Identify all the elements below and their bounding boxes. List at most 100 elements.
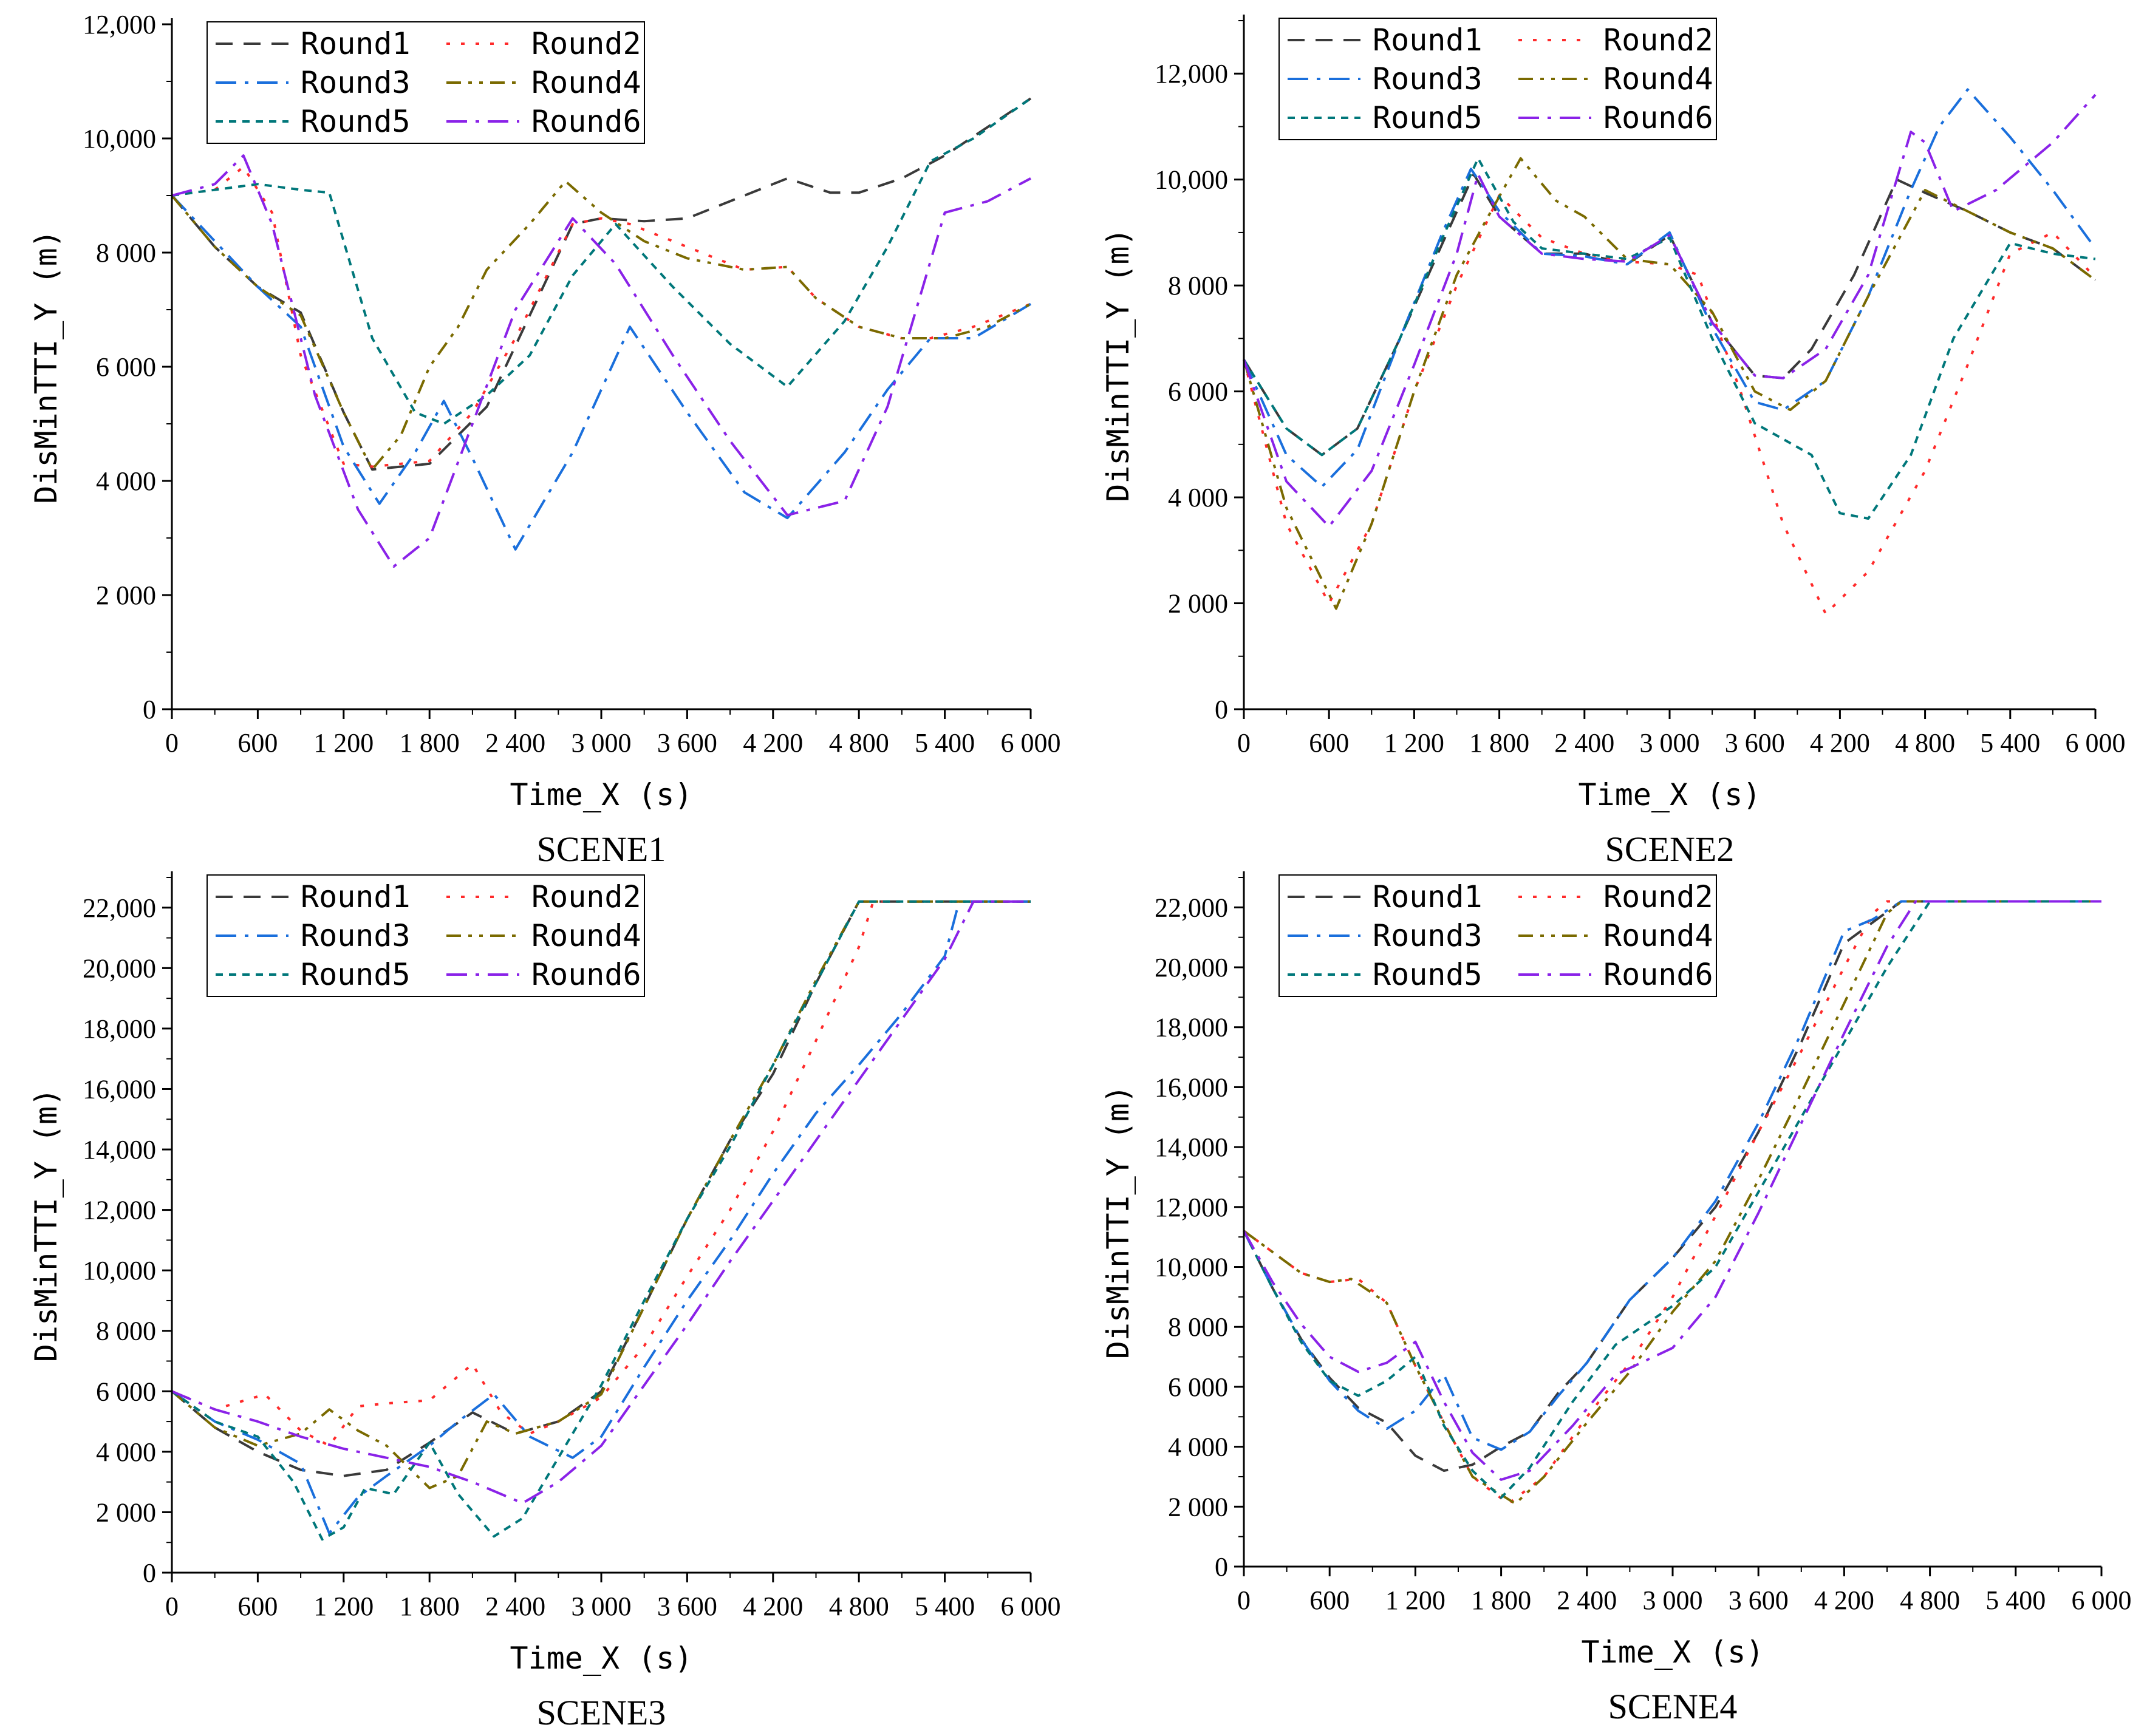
x-tick-label: 5 400 [1980, 728, 2040, 758]
x-tick-label: 6 000 [1001, 1591, 1061, 1621]
legend-label: Round3 [1373, 918, 1483, 953]
series-line-round4 [171, 900, 1031, 1489]
y-tick-label: 10,000 [1155, 1253, 1228, 1282]
legend-label: Round3 [301, 65, 411, 100]
y-tick-label: 4 000 [1168, 483, 1228, 512]
x-tick-label: 600 [1309, 1585, 1350, 1615]
x-tick-label: 4 200 [1814, 1585, 1874, 1615]
series-line-round4 [1243, 157, 2097, 610]
x-tick-label: 1 200 [313, 728, 374, 758]
chart-title: SCENE4 [1608, 1687, 1738, 1726]
x-tick-label: 2 400 [1554, 728, 1614, 758]
y-tick-label: 12,000 [1155, 59, 1228, 89]
legend-label: Round2 [531, 26, 641, 61]
x-tick-label: 600 [1309, 728, 1349, 758]
x-tick-label: 4 800 [1895, 728, 1955, 758]
scene2-chart: SCENE2 Time_X (s) DisMinTTI_Y (m) 0 600 1 … [1101, 15, 2126, 869]
x-tick-label: 1 800 [400, 728, 460, 758]
y-tick-label: 12,000 [83, 10, 156, 39]
x-tick-label: 1 200 [1385, 1585, 1446, 1615]
x-tick-label: 3 000 [572, 728, 632, 758]
x-tick-label: 6 000 [2066, 728, 2126, 758]
y-axis-label: DisMinTTI_Y (m) [1101, 228, 1136, 502]
x-tick-label: 600 [237, 728, 278, 758]
legend-label: Round1 [1373, 22, 1483, 58]
x-tick-label: 0 [165, 1591, 179, 1621]
x-axis-label: Time_X (s) [510, 777, 692, 812]
series-line-round2 [1243, 194, 2097, 615]
legend-label: Round5 [1373, 957, 1483, 992]
series-line-round3 [171, 194, 1032, 551]
y-axis-label: DisMinTTI_Y (m) [1101, 1085, 1136, 1360]
x-tick-label: 0 [1237, 728, 1251, 758]
y-tick-label: 6 000 [96, 352, 156, 382]
y-tick-label: 16,000 [1155, 1072, 1228, 1102]
x-tick-label: 5 400 [915, 1591, 975, 1621]
legend-label: Round5 [301, 104, 411, 139]
x-tick-label: 3 000 [572, 1591, 632, 1621]
x-tick-label: 600 [237, 1591, 278, 1621]
x-tick-label: 4 800 [829, 1591, 889, 1621]
y-tick-label: 4 000 [1168, 1432, 1228, 1462]
legend-label: Round1 [1373, 879, 1483, 914]
y-axis-label: DisMinTTI_Y (m) [29, 230, 64, 504]
legend-box [1278, 874, 1717, 997]
x-tick-label: 0 [165, 728, 179, 758]
y-tick-label: 10,000 [1155, 165, 1228, 195]
series-line-round6 [1243, 94, 2097, 528]
legend-label: Round5 [1373, 100, 1483, 135]
y-tick-label: 16,000 [83, 1074, 156, 1104]
x-tick-label: 3 000 [1640, 728, 1700, 758]
x-axis-label: Time_X (s) [1581, 1635, 1764, 1670]
series-line-round3 [171, 900, 1031, 1535]
series-line-round5 [171, 97, 1032, 425]
series-line-round6 [1243, 900, 2101, 1481]
legend-label: Round5 [301, 957, 411, 992]
x-tick-label: 6 000 [2072, 1585, 2132, 1615]
legend-box [1278, 18, 1717, 140]
x-axis-label: Time_X (s) [510, 1641, 692, 1676]
legend-label: Round2 [1603, 22, 1713, 58]
scene4-chart: SCENE4 Time_X (s) DisMinTTI_Y (m) 0 600 1 … [1101, 871, 2132, 1726]
y-tick-label: 6 000 [1168, 377, 1228, 407]
scene3-chart: SCENE3 Time_X (s) DisMinTTI_Y (m) 0 600 1 … [29, 871, 1061, 1732]
y-tick-label: 22,000 [1155, 893, 1228, 922]
y-tick-label: 6 000 [1168, 1372, 1228, 1402]
x-tick-label: 3 000 [1643, 1585, 1703, 1615]
x-tick-label: 6 000 [1001, 728, 1061, 758]
series-line-round1 [171, 900, 1031, 1477]
y-tick-label: 4 000 [96, 1437, 156, 1467]
x-tick-label: 1 800 [1471, 1585, 1531, 1615]
y-tick-label: 2 000 [1168, 589, 1228, 619]
x-tick-label: 5 400 [915, 728, 975, 758]
y-tick-label: 0 [143, 1558, 156, 1588]
legend-label: Round3 [1373, 61, 1483, 97]
series-line-round1 [171, 97, 1032, 471]
legend-label: Round4 [531, 918, 641, 953]
legend-box [207, 874, 645, 997]
series-line-round3 [1243, 900, 2101, 1451]
legend-label: Round1 [301, 879, 411, 914]
y-tick-label: 12,000 [83, 1196, 156, 1225]
x-tick-label: 2 400 [485, 1591, 545, 1621]
series-line-round1 [1243, 173, 2097, 457]
legend-label: Round2 [1603, 879, 1713, 914]
legend-label: Round4 [531, 65, 641, 100]
y-tick-label: 4 000 [96, 466, 156, 496]
x-tick-label: 1 200 [1384, 728, 1444, 758]
y-tick-label: 20,000 [1155, 953, 1228, 982]
legend-label: Round6 [1603, 957, 1713, 992]
series-line-round4 [171, 180, 1031, 471]
series-line-round4 [1243, 900, 2101, 1505]
chart-title: SCENE2 [1605, 829, 1735, 869]
y-axis-label: DisMinTTI_Y (m) [29, 1088, 64, 1363]
x-tick-label: 1 800 [1469, 728, 1529, 758]
x-tick-label: 0 [1237, 1585, 1251, 1615]
y-tick-label: 2 000 [96, 1497, 156, 1527]
y-tick-label: 0 [1215, 695, 1228, 724]
x-tick-label: 3 600 [657, 728, 717, 758]
